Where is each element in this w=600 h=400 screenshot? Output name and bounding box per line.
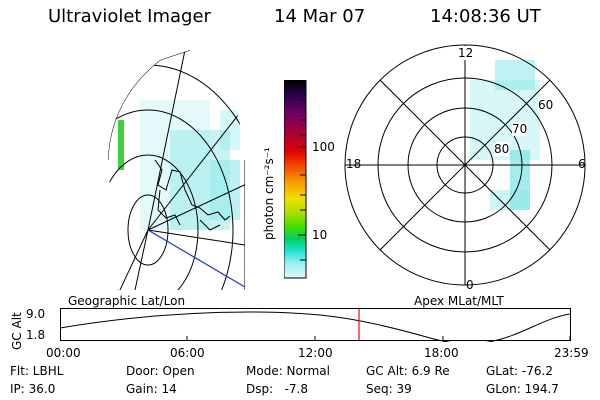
dsp-field: Dsp: -7.8: [246, 382, 309, 396]
mode-field: Mode: Normal: [246, 364, 330, 378]
polar-panel-label: Apex MLat/MLT: [414, 294, 504, 308]
polar-grid: [344, 44, 586, 286]
gain-field: Gain: 14: [126, 382, 177, 396]
mlt-label-12: 12: [458, 46, 474, 60]
altitude-tick-1-8: 1.8: [26, 328, 46, 342]
colorbar-tick-100: 100: [312, 140, 335, 154]
colorbar-unit-label: photon cm⁻²s⁻¹: [262, 147, 276, 240]
gc-alt-field: GC Alt: 6.9 Re: [366, 364, 450, 378]
observation-date: 14 Mar 07: [274, 6, 366, 27]
glat-field: GLat: -76.2: [486, 364, 553, 378]
altitude-tick-9: 9.0: [26, 307, 46, 321]
altitude-curve: [60, 311, 571, 342]
geographic-image-panel: [108, 50, 245, 290]
mlt-label-0: 0: [466, 278, 474, 292]
mlat-label-80: 80: [494, 142, 510, 156]
altitude-timeline-plot: [60, 308, 571, 342]
auroral-emission-polar: [470, 60, 540, 210]
terminator-line: [147, 229, 245, 290]
time-tick-06-00: 06:00: [170, 346, 205, 360]
glon-field: GLon: 194.7: [486, 382, 559, 396]
door-field: Door: Open: [126, 364, 195, 378]
seq-field: Seq: 39: [366, 382, 412, 396]
instrument-title: Ultraviolet Imager: [48, 6, 211, 27]
altitude-axis-label: GC Alt: [10, 312, 24, 350]
mlt-label-18: 18: [346, 157, 362, 171]
intensity-colorbar: [284, 80, 307, 279]
geographic-panel-label: Geographic Lat/Lon: [68, 294, 186, 308]
time-tick-18-00: 18:00: [424, 346, 459, 360]
time-tick-12-00: 12:00: [298, 346, 333, 360]
coastline: [154, 159, 231, 231]
time-tick-23-59: 23:59: [554, 346, 589, 360]
colorbar-tick-10: 10: [312, 228, 328, 242]
mlt-label-6: 6: [578, 157, 586, 171]
auroral-emission: [140, 100, 240, 230]
green-emission-strip: [118, 120, 124, 170]
time-tick-00-00: 00:00: [46, 346, 81, 360]
mlat-label-60: 60: [538, 98, 554, 112]
ip-field: IP: 36.0: [10, 382, 56, 396]
observation-time: 14:08:36 UT: [430, 6, 541, 27]
polar-mlat-mlt-panel: [344, 44, 586, 286]
mlat-label-70: 70: [512, 122, 528, 136]
flight-field: Flt: LBHL: [10, 364, 64, 378]
